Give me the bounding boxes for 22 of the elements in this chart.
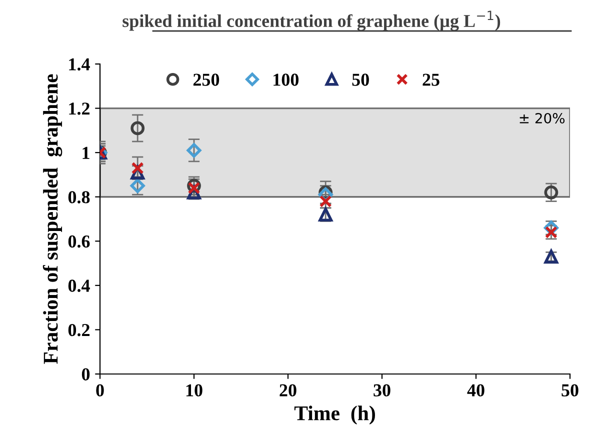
legend-label: 250 xyxy=(193,74,220,86)
x-tick-label: 40 xyxy=(467,384,484,396)
legend-label: 100 xyxy=(274,74,299,86)
y-tick-label: 1 xyxy=(82,146,90,159)
x-tick-label: 10 xyxy=(186,384,202,396)
y-tick-label: 0.8 xyxy=(68,191,90,204)
x-tick-label: 20 xyxy=(280,384,296,396)
y-tick-label: 1.2 xyxy=(69,102,90,115)
y-tick-label: 0.4 xyxy=(68,280,90,292)
legend-label: 50 xyxy=(352,74,369,86)
band-label: ± 20% xyxy=(520,112,565,124)
x-tick-label: 30 xyxy=(374,384,390,396)
chart-title: spiked initial concentration of graphene (µg L$^{−1}$) xyxy=(122,10,500,31)
x-tick-label: 0 xyxy=(96,384,104,396)
y-tick-label: 1.4 xyxy=(69,58,90,71)
y-axis-title: Fraction of suspended graphene xyxy=(42,74,62,364)
legend-label: 25 xyxy=(422,74,440,86)
y-tick-label: 0.2 xyxy=(68,324,90,336)
x-axis-title: Time (h) xyxy=(294,406,375,425)
y-tick-label: 0 xyxy=(82,368,90,380)
y-tick-label: 0.6 xyxy=(68,235,90,248)
x-tick-label: 50 xyxy=(562,384,578,396)
